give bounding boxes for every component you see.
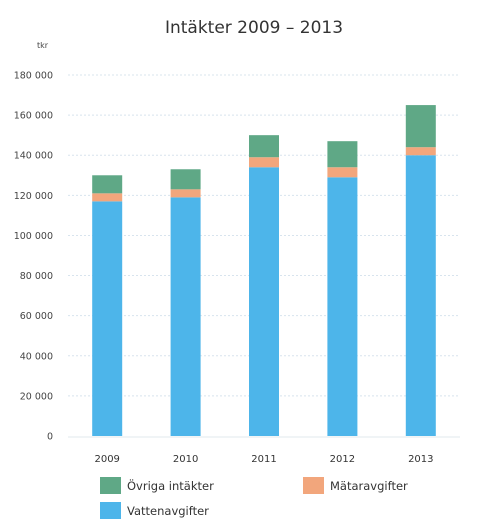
legend-label: Mätaravgifter (330, 479, 408, 493)
y-axis-ticks: 0 20 000 40 000 60 000 80 000 100 000 120 000 1… (14, 71, 53, 443)
bar-segment (170, 189, 201, 198)
y-axis-unit: tkr (37, 41, 49, 50)
legend: Övriga intäkter Mätaravgifter Vattenavgift… (100, 477, 408, 519)
bar-segment (249, 135, 279, 158)
x-axis-ticks: 2009 2010 2011 2012 2013 (94, 454, 433, 465)
bar-segment (405, 105, 436, 148)
bar-segment (327, 167, 358, 178)
legend-swatch (100, 477, 121, 494)
bar-segment (92, 201, 123, 436)
y-tick-label: 160 000 (14, 111, 53, 122)
bar-segment (327, 141, 358, 168)
bar-segment (405, 155, 436, 436)
bar-segment (249, 157, 279, 168)
y-tick-label: 180 000 (14, 71, 53, 82)
x-tick-label: 2012 (330, 454, 355, 465)
x-tick-label: 2009 (94, 454, 119, 465)
bar-segment (249, 167, 279, 436)
x-tick-label: 2011 (251, 454, 276, 465)
y-tick-label: 20 000 (20, 391, 53, 402)
y-tick-label: 100 000 (14, 231, 53, 242)
bars (92, 105, 436, 437)
bar-segment (92, 193, 123, 202)
legend-label: Övriga intäkter (127, 477, 214, 493)
x-tick-label: 2010 (173, 454, 198, 465)
y-tick-label: 60 000 (20, 311, 53, 322)
y-tick-label: 120 000 (14, 191, 53, 202)
legend-swatch (100, 502, 121, 519)
bar-segment (170, 197, 201, 436)
y-tick-label: 40 000 (20, 351, 53, 362)
bar-segment (327, 177, 358, 437)
y-tick-label: 140 000 (14, 151, 53, 162)
bar-segment (405, 147, 436, 156)
chart-title: Intäkter 2009 – 2013 (165, 18, 343, 38)
legend-label: Vattenavgifter (127, 504, 209, 518)
legend-swatch (303, 477, 324, 494)
y-tick-label: 0 (47, 432, 53, 443)
x-tick-label: 2013 (408, 454, 433, 465)
y-tick-label: 80 000 (20, 271, 53, 282)
bar-segment (92, 175, 123, 194)
bar-segment (170, 169, 201, 190)
